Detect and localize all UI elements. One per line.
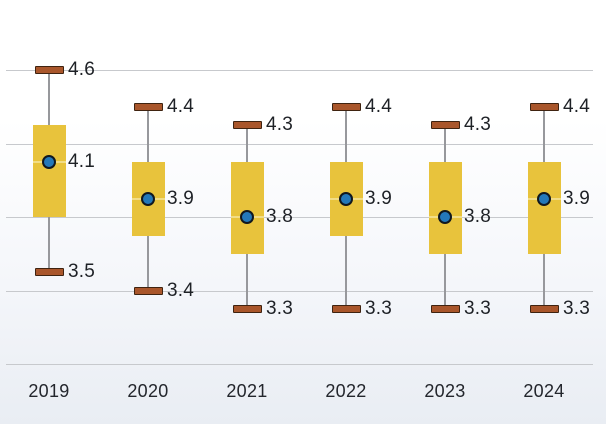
- max-whisker-cap[interactable]: [232, 121, 262, 130]
- mean-value-label: 4.1: [68, 151, 96, 172]
- x-axis-label: 2021: [226, 381, 268, 401]
- box[interactable]: [428, 162, 462, 254]
- min-value-label: 3.3: [464, 298, 492, 320]
- gridline: [6, 143, 593, 145]
- x-axis-label: 2019: [28, 381, 70, 401]
- max-value-label: 4.4: [365, 95, 393, 117]
- x-axis-label: 2020: [127, 381, 169, 401]
- max-whisker-cap[interactable]: [529, 102, 559, 111]
- mean-dot[interactable]: [438, 210, 452, 225]
- gridline: [6, 290, 593, 292]
- min-value-label: 3.4: [167, 279, 195, 301]
- min-whisker-cap[interactable]: [331, 305, 361, 314]
- min-whisker-cap[interactable]: [133, 286, 163, 295]
- box[interactable]: [527, 162, 561, 254]
- max-value-label: 4.6: [68, 59, 96, 80]
- max-whisker-cap[interactable]: [133, 102, 163, 111]
- gridline: [6, 70, 593, 71]
- mean-value-label: 3.9: [365, 187, 393, 209]
- mean-value-label: 3.9: [167, 187, 195, 209]
- min-value-label: 3.3: [563, 298, 591, 320]
- max-value-label: 4.3: [266, 114, 294, 136]
- gridline: [6, 217, 593, 219]
- max-value-label: 4.3: [464, 114, 492, 136]
- min-value-label: 3.3: [365, 298, 393, 320]
- box[interactable]: [230, 162, 264, 254]
- mean-value-label: 3.8: [464, 206, 492, 228]
- mean-dot[interactable]: [240, 210, 254, 225]
- max-value-label: 4.4: [167, 95, 195, 117]
- mean-dot[interactable]: [339, 191, 353, 206]
- max-whisker-cap[interactable]: [34, 66, 64, 74]
- max-whisker-cap[interactable]: [430, 121, 460, 130]
- min-whisker-cap[interactable]: [232, 305, 262, 314]
- max-value-label: 4.4: [563, 95, 591, 117]
- mean-value-label: 3.8: [266, 206, 294, 228]
- mean-dot[interactable]: [42, 155, 56, 169]
- x-axis-label: 2024: [523, 381, 565, 401]
- min-whisker-cap[interactable]: [430, 305, 460, 314]
- x-axis-label: 2022: [325, 381, 367, 401]
- min-value-label: 3.5: [68, 261, 96, 283]
- mean-dot[interactable]: [141, 191, 155, 206]
- gridline: [6, 364, 593, 366]
- mean-value-label: 3.9: [563, 187, 591, 209]
- x-axis-label: 2023: [424, 381, 466, 401]
- mean-dot[interactable]: [537, 191, 551, 206]
- min-whisker-cap[interactable]: [34, 268, 64, 277]
- min-value-label: 3.3: [266, 298, 294, 320]
- max-whisker-cap[interactable]: [331, 102, 361, 111]
- min-whisker-cap[interactable]: [529, 305, 559, 314]
- box[interactable]: [32, 125, 66, 218]
